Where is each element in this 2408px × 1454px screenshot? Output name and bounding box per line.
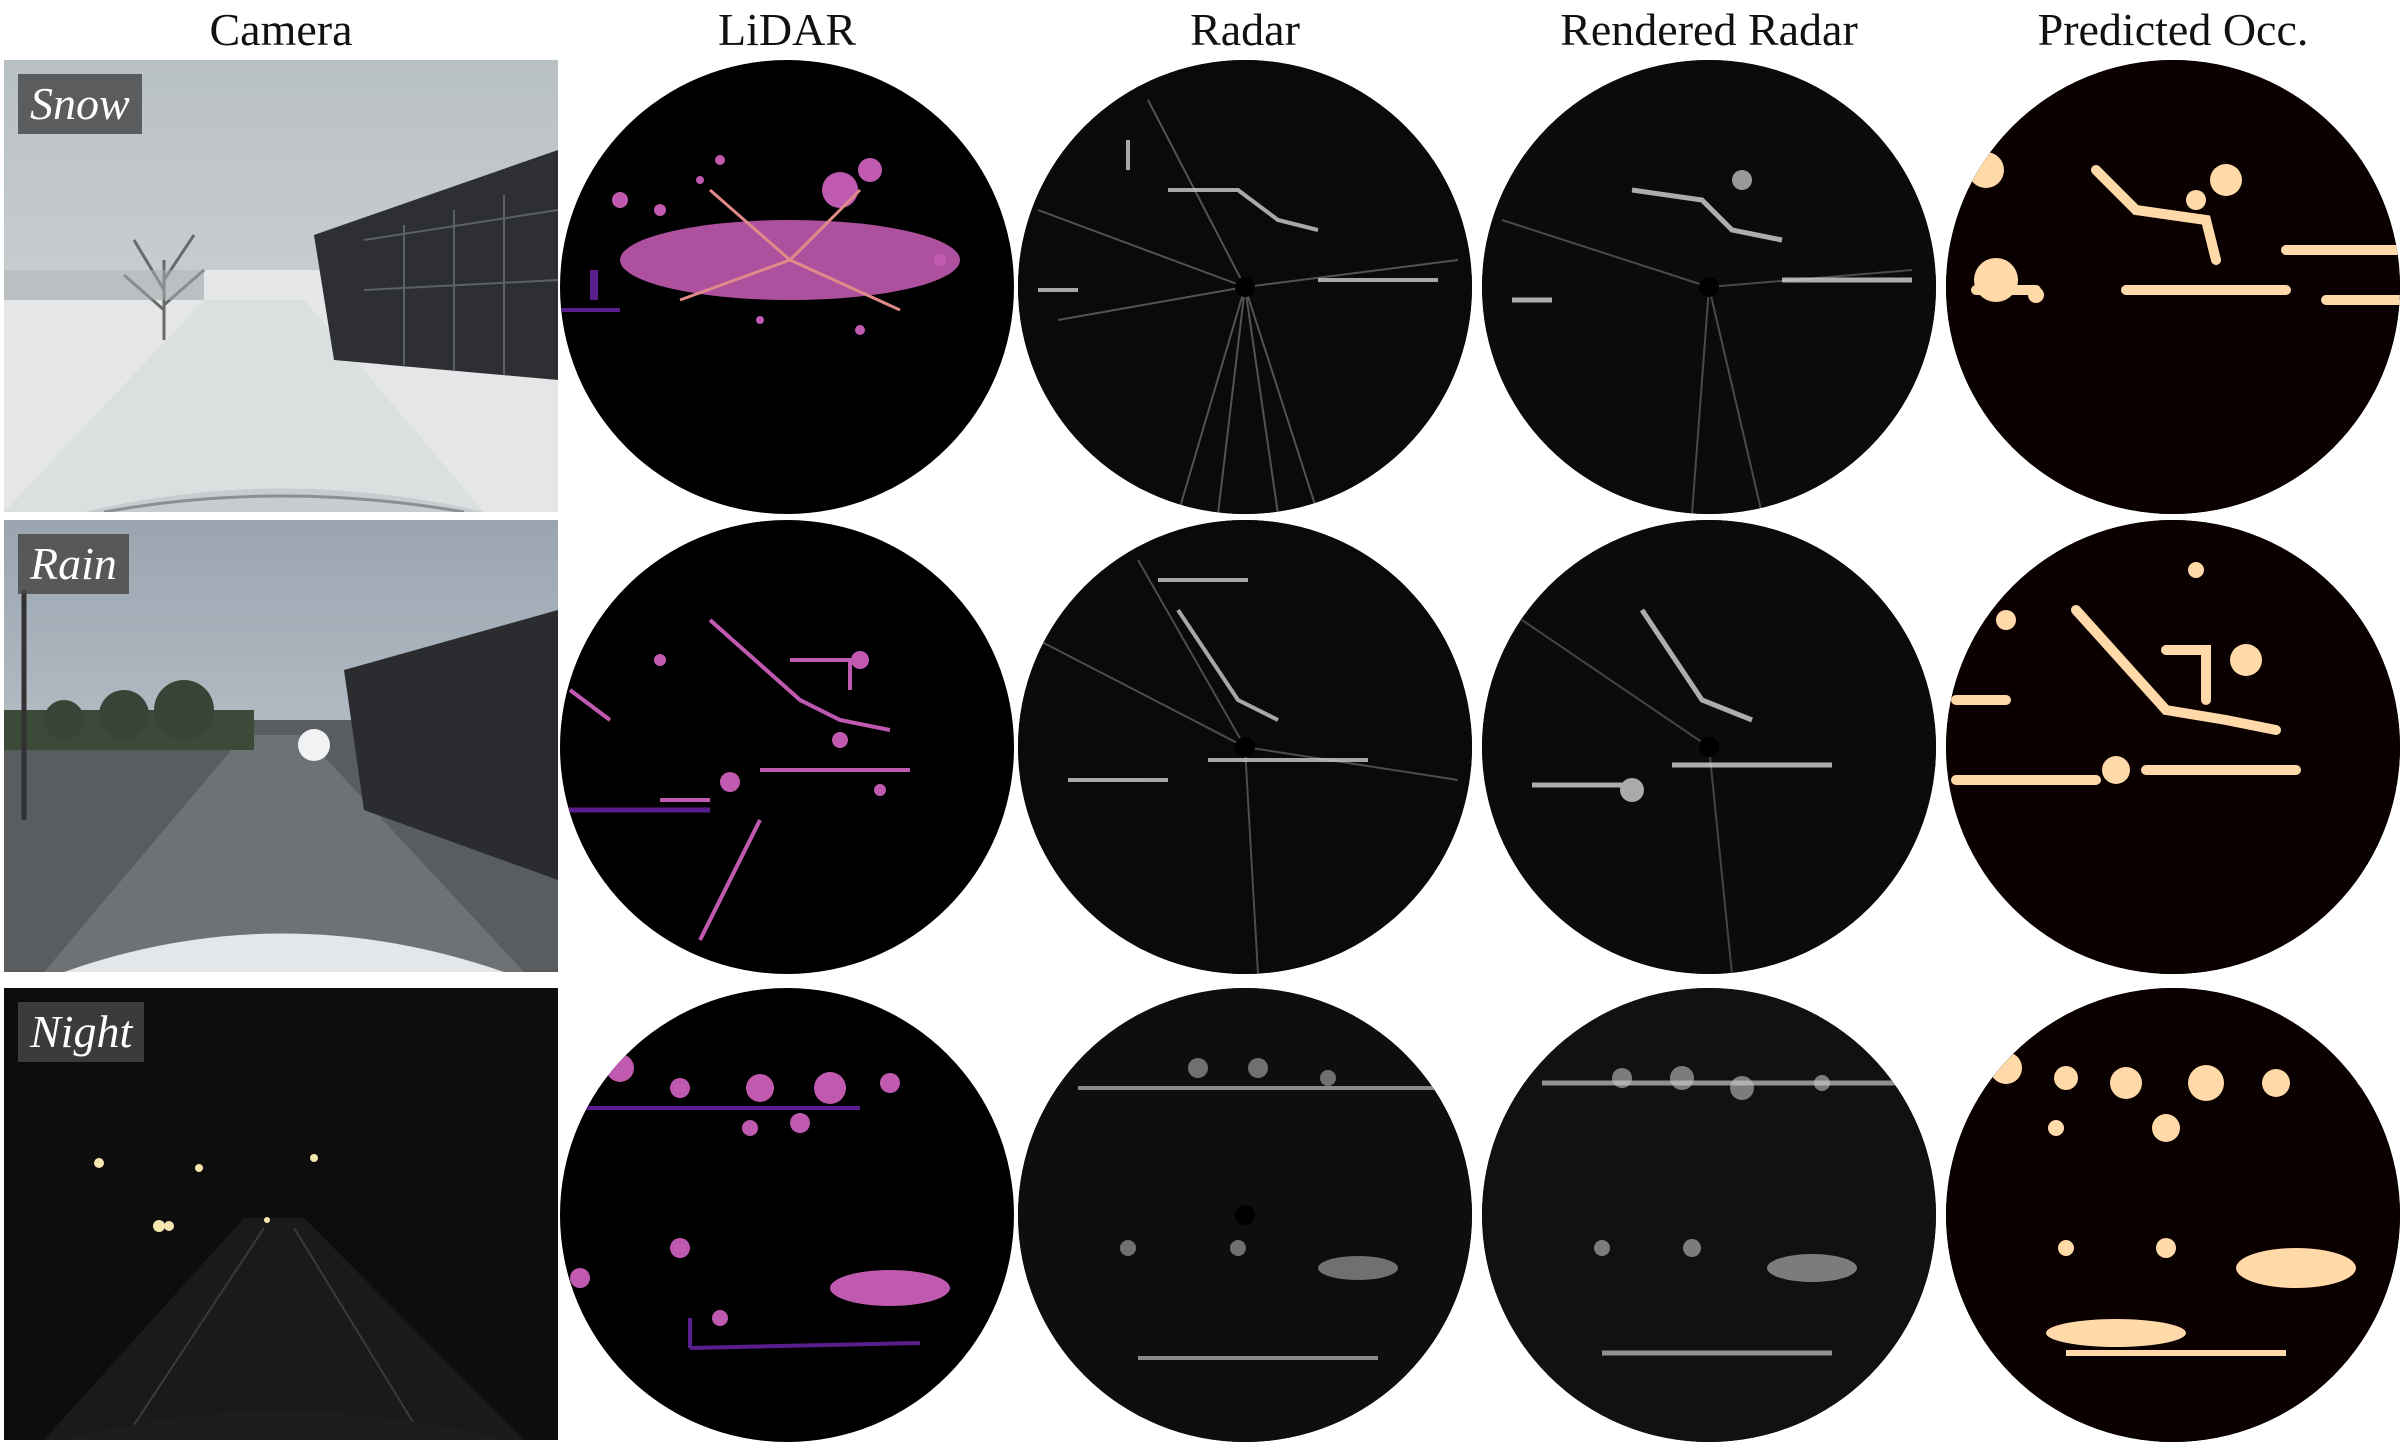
radar-scan-snow	[1018, 60, 1472, 514]
camera-image-night: Night	[4, 988, 558, 1440]
column-header-radar: Radar	[1190, 4, 1300, 55]
rendered-radar-snow	[1482, 60, 1936, 514]
radar-scan-night	[1018, 988, 1472, 1442]
predicted-occupancy-snow	[1946, 60, 2400, 514]
radar-scan-rain	[1018, 520, 1472, 974]
condition-label-snow: Snow	[18, 74, 142, 134]
column-header-lidar: LiDAR	[718, 4, 856, 55]
lidar-scan-snow	[560, 60, 1014, 514]
lidar-scan-night	[560, 988, 1014, 1442]
condition-label-rain: Rain	[18, 534, 129, 594]
lidar-scan-rain	[560, 520, 1014, 974]
camera-image-snow: Snow	[4, 60, 558, 512]
column-header-camera: Camera	[209, 4, 353, 55]
rendered-radar-night	[1482, 988, 1936, 1442]
column-header-predicted-occ: Predicted Occ.	[2037, 4, 2309, 55]
column-header-rendered-radar: Rendered Radar	[1560, 4, 1858, 55]
predicted-occupancy-night	[1946, 988, 2400, 1442]
predicted-occupancy-rain	[1946, 520, 2400, 974]
condition-label-night: Night	[18, 1002, 145, 1062]
camera-image-rain: Rain	[4, 520, 558, 972]
rendered-radar-rain	[1482, 520, 1936, 974]
